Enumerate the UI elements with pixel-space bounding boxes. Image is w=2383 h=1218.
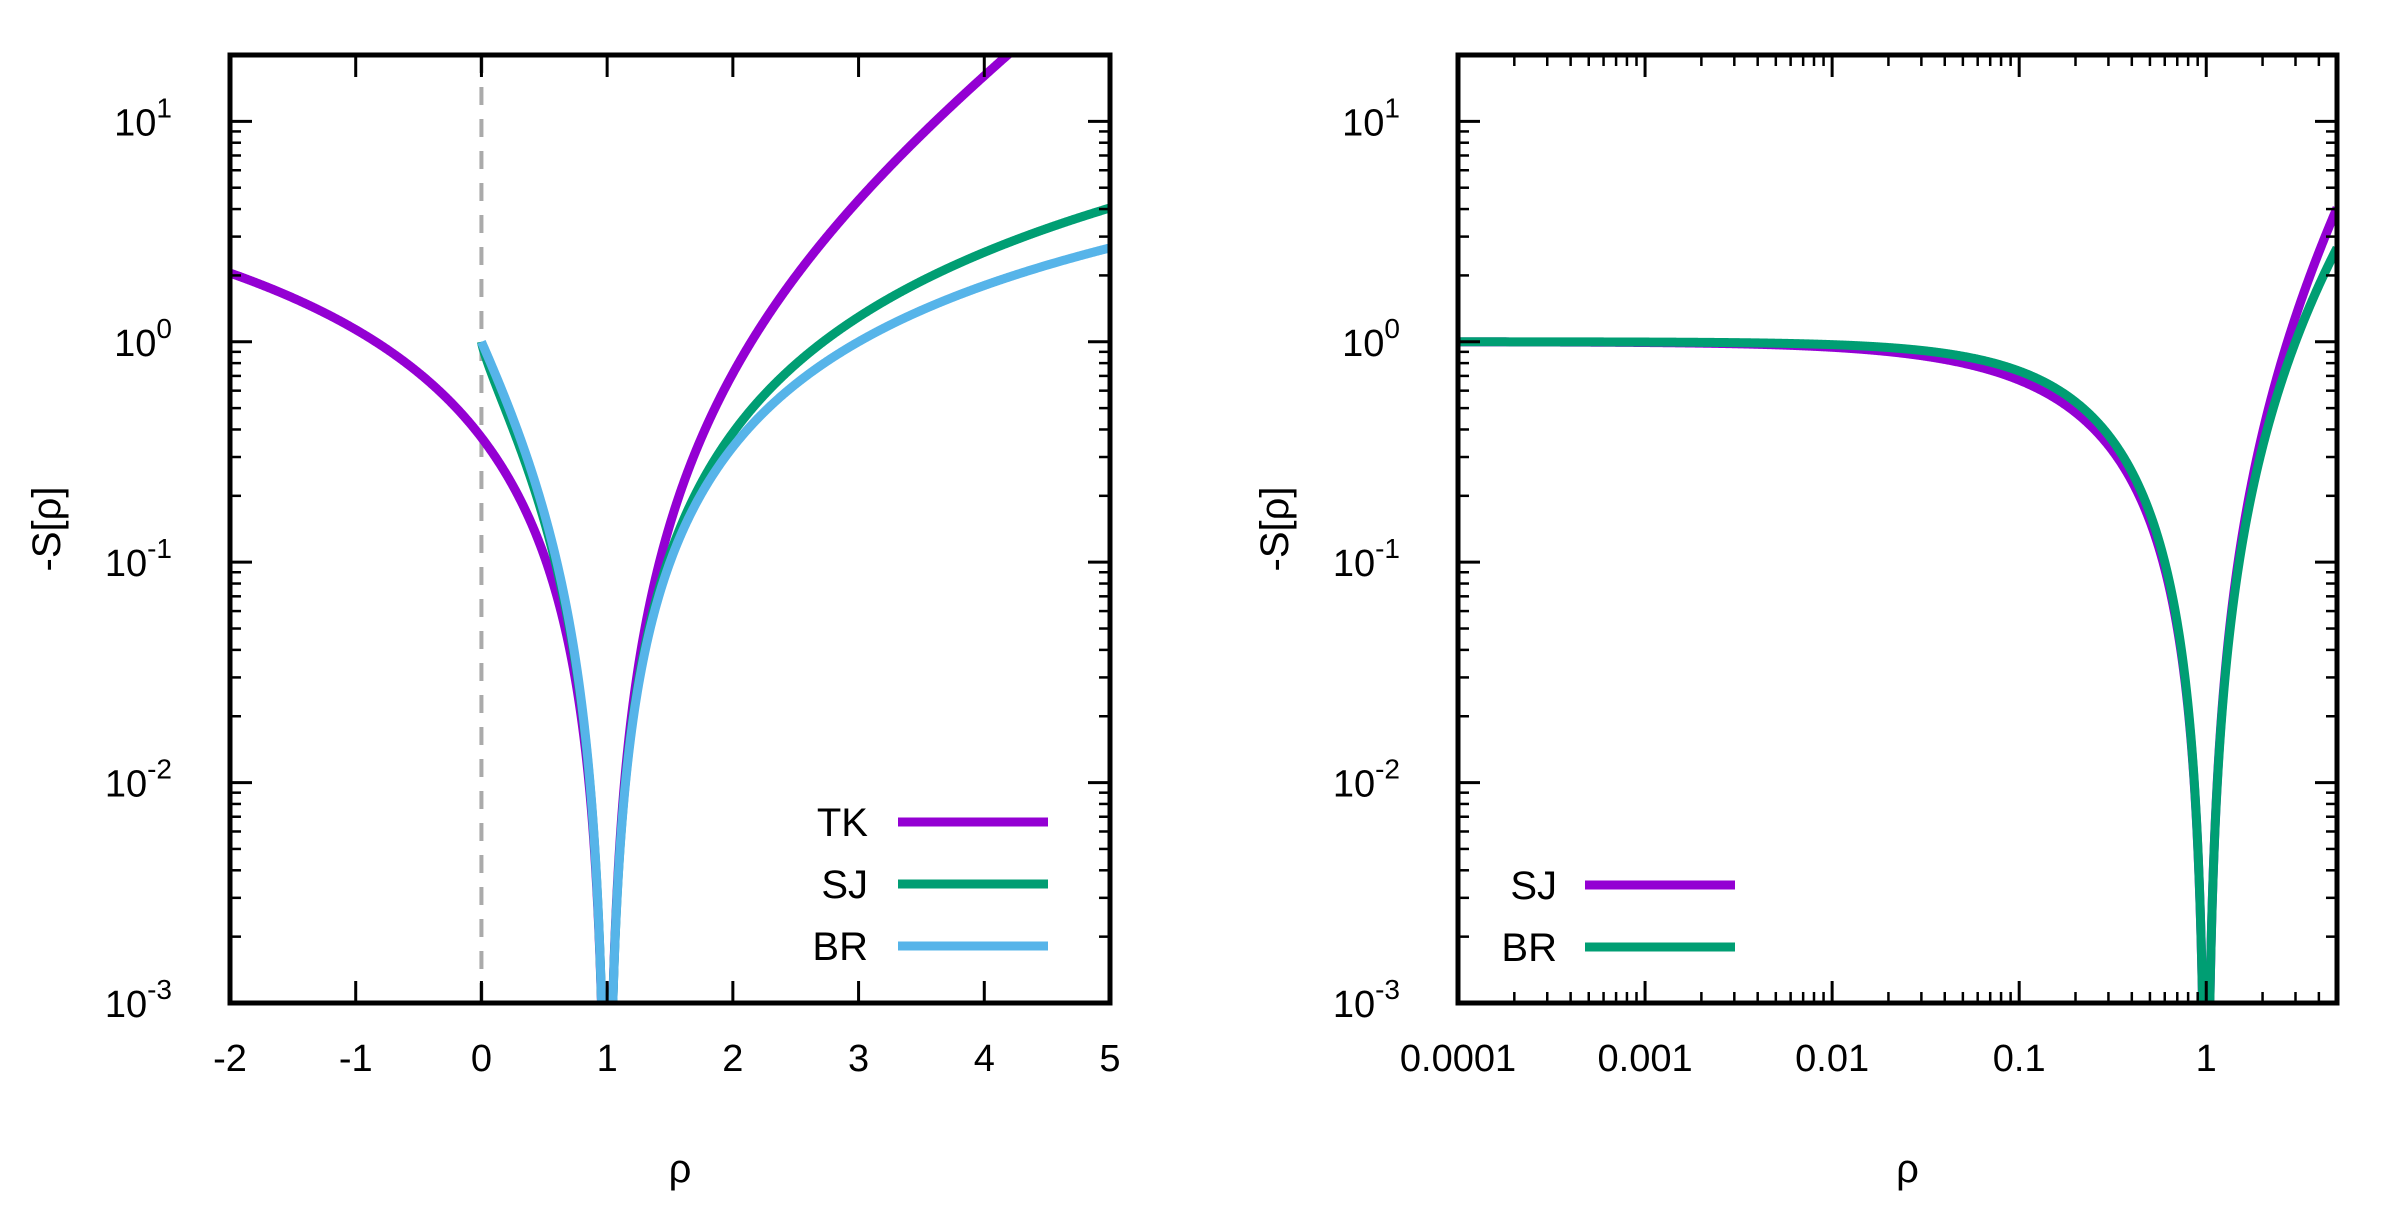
x-tick-label: 1: [597, 1038, 618, 1080]
series-br-line: [1458, 244, 2337, 1003]
left-panel: 10-3 10-2 10-1 100 101 -2 -1 0 1 2 3 4 5 ρ -S[ρ] TK SJ BR: [25, 52, 1121, 1191]
y-axis-label: -S[ρ]: [1253, 487, 1297, 572]
plot-frame: [1455, 52, 2340, 1006]
y-tick-label: 101: [114, 92, 172, 144]
series-sj-line: [1458, 204, 2337, 1003]
legend: TK SJ BR: [812, 801, 1048, 969]
x-axis-label: ρ: [1896, 1147, 1919, 1191]
legend-label-sj: SJ: [1510, 864, 1557, 908]
x-tick-label: 0: [471, 1038, 492, 1080]
x-tick-label: 0.001: [1598, 1038, 1693, 1080]
legend-label-sj: SJ: [821, 863, 868, 907]
right-panel: 10-3 10-2 10-1 100 101 0.0001 0.001 0.01 0.1 1 ρ -S…: [1253, 52, 2340, 1191]
x-tick-label: 0.0001: [1400, 1038, 1516, 1080]
y-tick-label: 100: [1342, 313, 1400, 365]
x-tick-label: 1: [2196, 1038, 2217, 1080]
legend-label-br: BR: [1501, 926, 1557, 970]
x-tick-label: 4: [974, 1038, 995, 1080]
y-tick-label: 10-2: [105, 754, 172, 806]
y-tick-label: 10-2: [1333, 754, 1400, 806]
plot-frame: [227, 52, 1113, 1006]
legend: SJ BR: [1501, 864, 1735, 970]
y-tick-label: 10-3: [105, 974, 172, 1026]
series-br-line: [477, 243, 1110, 1003]
x-tick-label: 2: [722, 1038, 743, 1080]
x-axis-label: ρ: [669, 1147, 692, 1191]
y-tick-label: 10-1: [1333, 533, 1400, 585]
x-tick-label: -1: [339, 1038, 373, 1080]
y-tick-label: 10-1: [105, 533, 172, 585]
series-sj-line: [477, 203, 1110, 1003]
y-axis-label: -S[ρ]: [25, 487, 69, 572]
x-tick-label: 0.01: [1795, 1038, 1869, 1080]
y-tick-label: 100: [114, 313, 172, 365]
x-tick-label: -2: [213, 1038, 247, 1080]
series-tk-line: [230, 55, 1015, 1003]
x-tick-label: 3: [848, 1038, 869, 1080]
x-tick-label: 0.1: [1993, 1038, 2046, 1080]
legend-label-tk: TK: [817, 801, 868, 845]
y-tick-label: 101: [1342, 92, 1400, 144]
x-tick-label: 5: [1099, 1038, 1120, 1080]
y-tick-label: 10-3: [1333, 974, 1400, 1026]
legend-label-br: BR: [812, 925, 868, 969]
